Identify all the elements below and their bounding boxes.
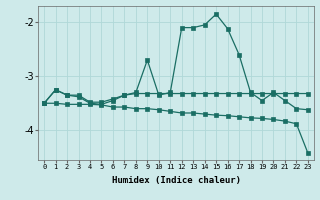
X-axis label: Humidex (Indice chaleur): Humidex (Indice chaleur) — [111, 176, 241, 185]
